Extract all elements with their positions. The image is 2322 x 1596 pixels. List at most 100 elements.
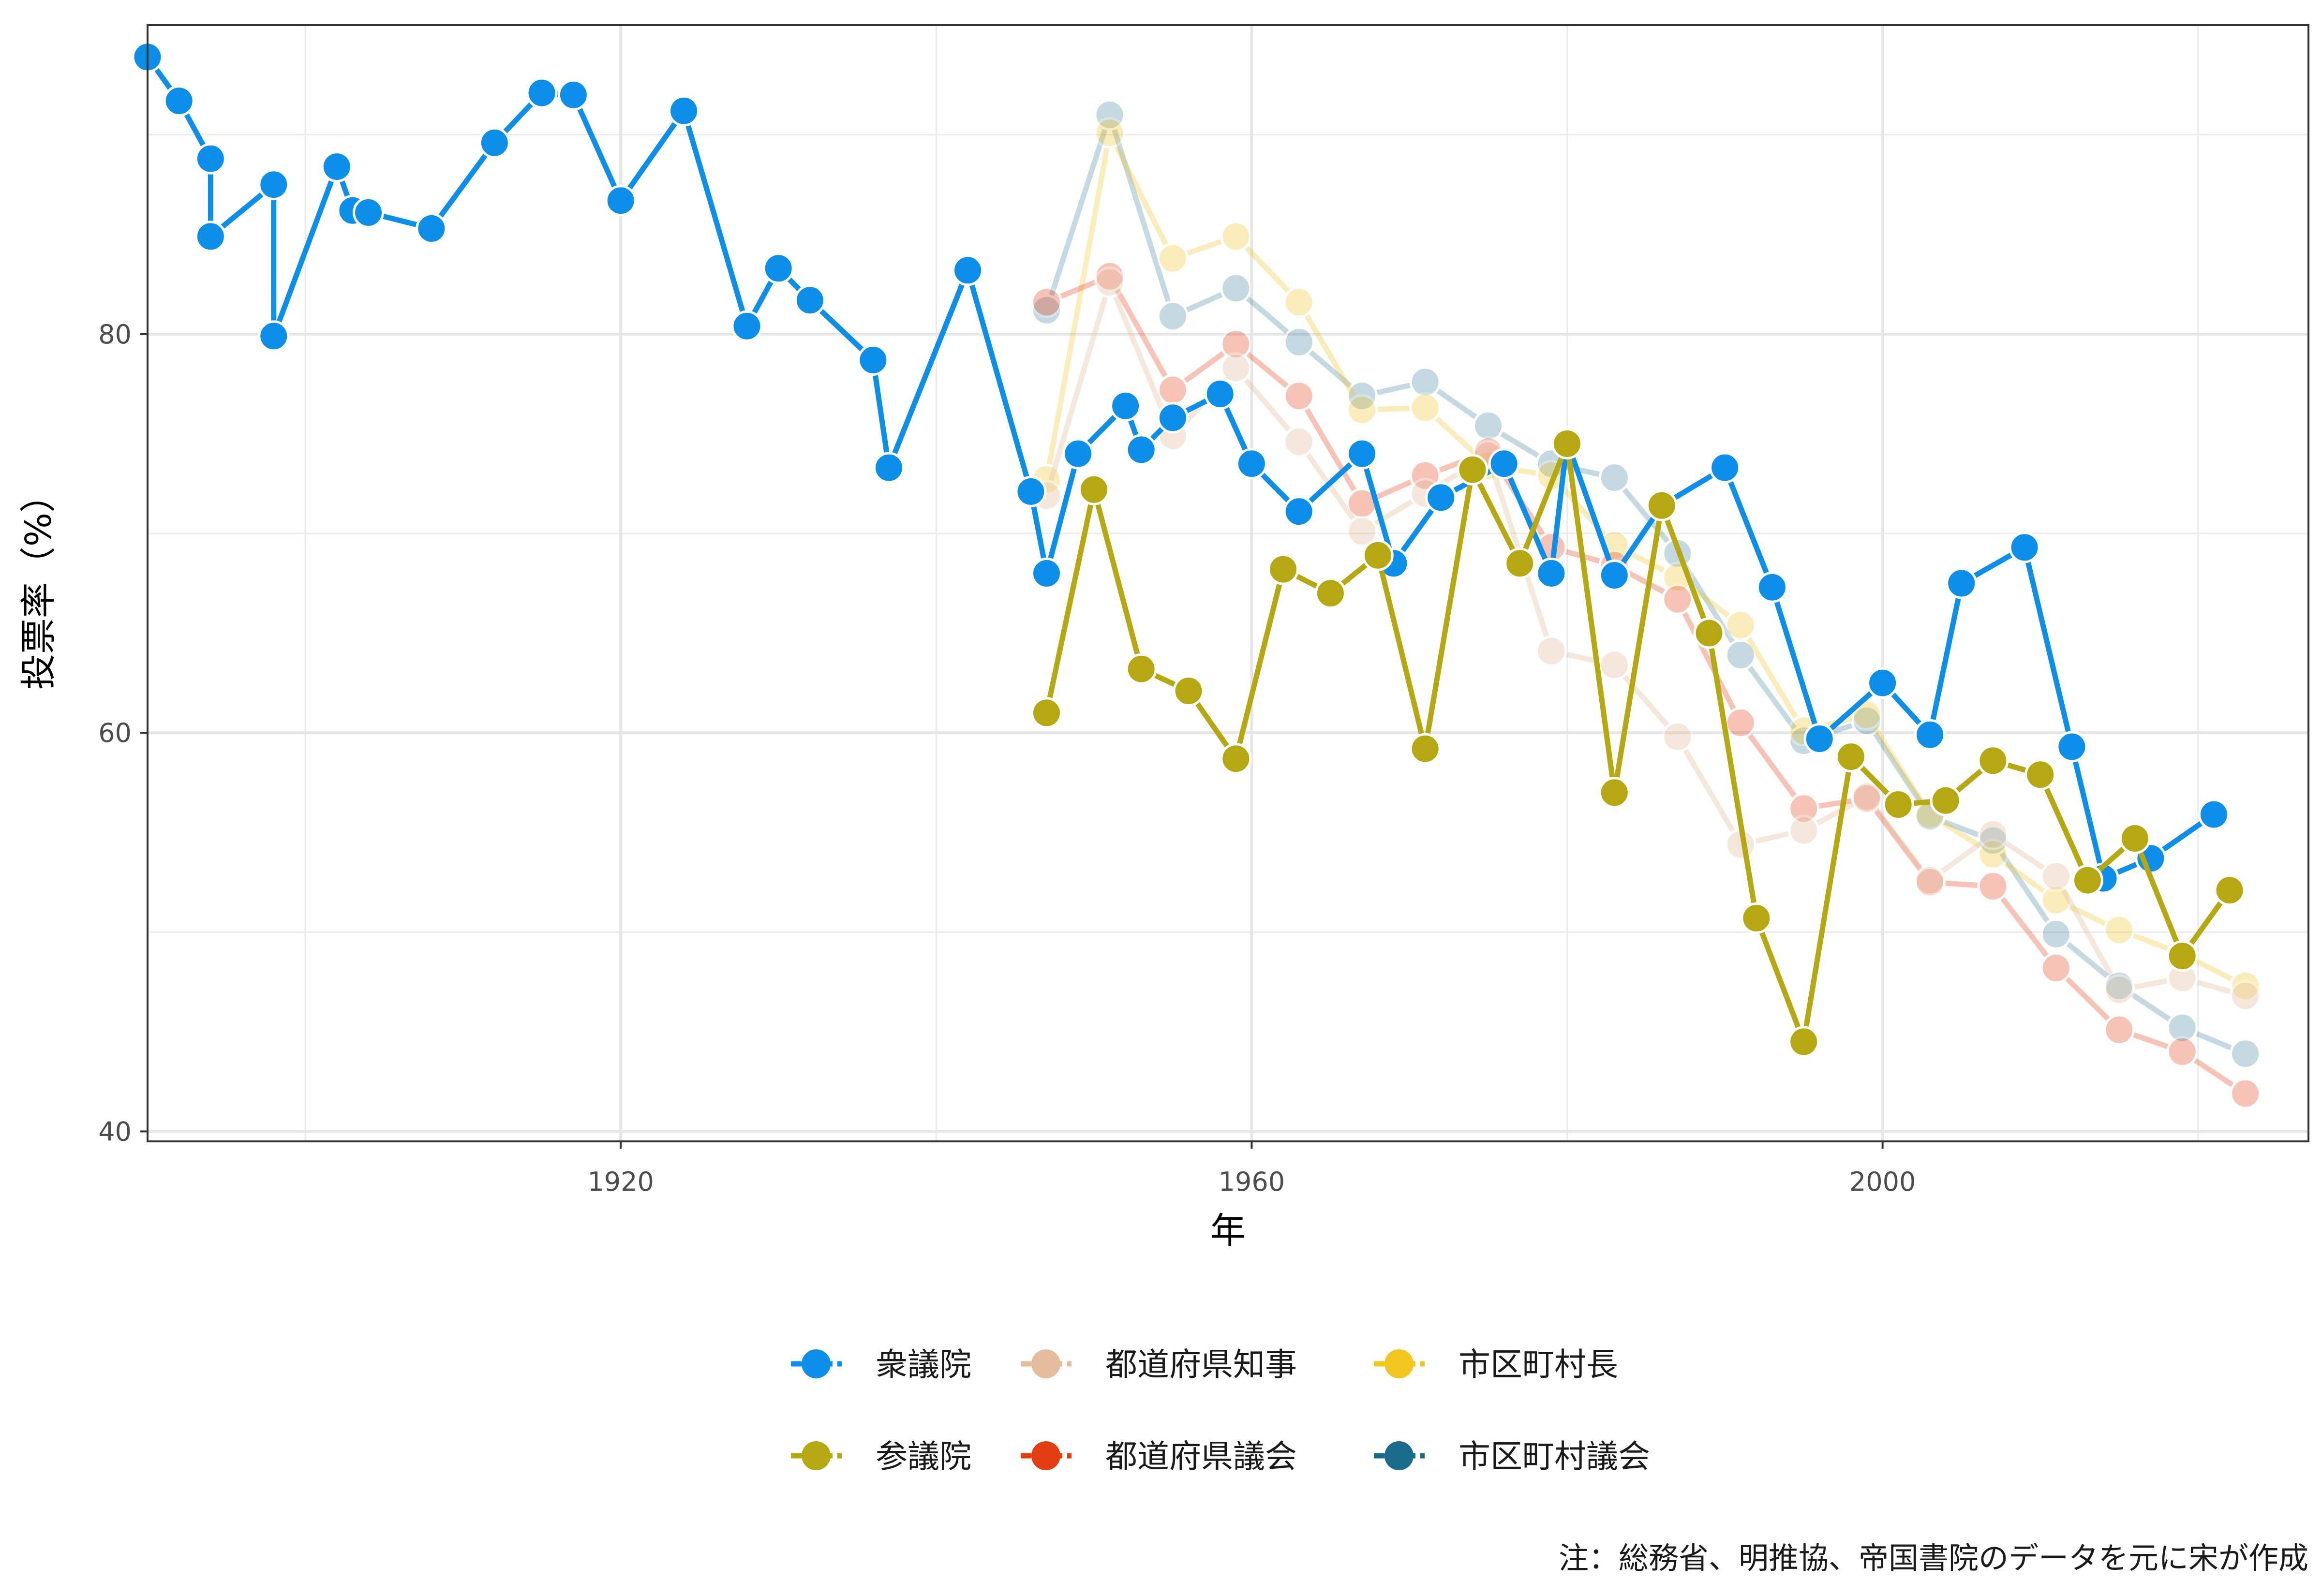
x-tick-label: 2000 — [1849, 1167, 1916, 1197]
legend-key-point — [802, 1441, 831, 1470]
legend-key-point — [1384, 1349, 1414, 1378]
data-point — [1094, 266, 1126, 298]
data-point — [1504, 547, 1536, 579]
data-point — [1157, 242, 1189, 274]
data-point — [2103, 1014, 2135, 1046]
data-point — [2040, 860, 2072, 892]
data-point — [321, 151, 353, 183]
data-point — [1598, 649, 1630, 681]
axes-layer: 1920 1960 2000 40 60 80 年 投票率（%） — [18, 319, 1916, 1252]
data-point — [1535, 557, 1567, 589]
data-point — [1220, 743, 1252, 775]
data-point — [1977, 745, 2009, 777]
data-point — [1457, 454, 1488, 486]
data-point — [1425, 482, 1457, 514]
data-point — [2056, 731, 2088, 763]
data-point — [1756, 571, 1788, 603]
data-point — [1362, 539, 1394, 571]
data-point — [762, 252, 794, 284]
data-point — [1173, 675, 1205, 707]
data-point — [1314, 577, 1346, 609]
data-point — [1125, 434, 1157, 466]
plot-panel-border — [147, 24, 2309, 1142]
data-point — [2119, 823, 2151, 854]
data-point — [2040, 884, 2072, 916]
data-point — [2214, 874, 2246, 906]
data-point — [873, 452, 905, 484]
data-point — [1709, 452, 1741, 484]
data-point — [1788, 814, 1820, 846]
legend-label: 衆議院 — [876, 1346, 971, 1383]
x-tick-label: 1920 — [587, 1167, 654, 1197]
data-point — [1283, 326, 1315, 358]
data-point — [1094, 99, 1126, 131]
data-point — [1220, 221, 1252, 252]
data-point — [1283, 286, 1315, 318]
data-point — [1283, 380, 1315, 412]
legend-key-point — [1031, 1349, 1060, 1378]
data-point — [1110, 390, 1142, 422]
data-point — [1725, 707, 1756, 739]
legend-label: 市区町村議会 — [1459, 1438, 1650, 1475]
data-point — [1851, 783, 1883, 814]
y-tick-label: 60 — [98, 718, 132, 748]
data-point — [1788, 793, 1820, 825]
data-point — [353, 196, 384, 228]
series-layer — [132, 41, 2262, 1109]
data-point — [2024, 759, 2056, 791]
data-point — [258, 320, 290, 352]
data-point — [1346, 380, 1378, 412]
data-point — [2040, 952, 2072, 984]
data-point — [1157, 300, 1189, 332]
legend-key-point — [1384, 1441, 1414, 1470]
data-point — [2009, 532, 2040, 563]
data-point — [1346, 438, 1378, 470]
data-point — [1551, 428, 1583, 459]
series-line — [1044, 280, 2248, 999]
data-point — [1220, 272, 1252, 304]
y-axis-title: 投票率（%） — [18, 477, 60, 690]
data-point — [1094, 117, 1126, 149]
data-point — [1741, 902, 1772, 934]
series-line — [1044, 112, 2248, 1057]
data-point — [2103, 974, 2135, 1006]
data-point — [1283, 496, 1315, 528]
data-point — [1346, 394, 1378, 426]
data-point — [1851, 705, 1883, 737]
data-point — [1662, 721, 1694, 753]
data-point — [1598, 462, 1630, 494]
note-text: 注：総務省、明推協、帝国書院のデータを元に宋が作成 — [1559, 1540, 2308, 1576]
data-point — [1662, 583, 1694, 615]
legend-item: 市区町村議会 — [1374, 1438, 1650, 1475]
data-point — [1409, 392, 1441, 424]
series-1 — [1031, 266, 2262, 1012]
data-point — [1725, 609, 1756, 641]
data-point — [1977, 825, 2009, 857]
data-point — [668, 95, 700, 127]
series-line — [1044, 130, 2248, 989]
data-point — [526, 77, 558, 109]
legend-key-point — [1031, 1441, 1060, 1470]
data-point — [2230, 1078, 2262, 1109]
data-point — [1977, 818, 2009, 850]
data-point — [1125, 653, 1157, 685]
data-point — [1473, 410, 1504, 442]
data-point — [857, 344, 889, 376]
data-point — [1977, 839, 2009, 870]
data-point — [952, 254, 983, 286]
data-point — [2103, 970, 2135, 1002]
data-point — [1598, 777, 1630, 809]
series-line — [1044, 273, 2248, 1096]
data-point — [1803, 723, 1835, 754]
data-point — [1031, 294, 1062, 326]
data-point — [1015, 475, 1047, 507]
data-point — [2230, 1038, 2262, 1070]
data-point — [2166, 1012, 2198, 1044]
data-point — [1031, 286, 1062, 318]
x-axis-title: 年 — [1210, 1210, 1246, 1252]
data-point — [1977, 871, 2009, 902]
data-point — [2230, 970, 2262, 1002]
data-point — [1204, 378, 1236, 410]
data-point — [1882, 789, 1914, 820]
